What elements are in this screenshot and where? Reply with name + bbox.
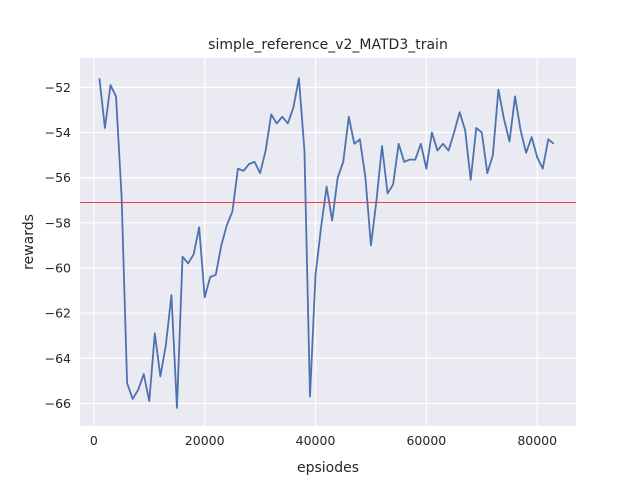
x-tick-label: 60000 (406, 433, 446, 448)
x-tick-label: 40000 (296, 433, 336, 448)
tick-labels: 0 20000 40000 60000 80000 −66 −64 −62 −60 −58 −56 −… (45, 80, 558, 448)
y-tick-label: −66 (45, 396, 71, 411)
x-axis-label: epsiodes (297, 460, 359, 476)
y-tick-label: −64 (45, 351, 71, 366)
y-tick-label: −52 (45, 80, 71, 95)
y-tick-label: −54 (45, 125, 71, 140)
grid (80, 58, 576, 426)
plot-area (80, 58, 576, 426)
y-axis-label: rewards (21, 214, 37, 270)
chart-marks (80, 77, 576, 409)
chart-title: simple_reference_v2_MATD3_train (208, 37, 448, 53)
y-tick-label: −60 (45, 260, 71, 275)
y-tick-label: −56 (45, 170, 71, 185)
x-tick-label: 80000 (517, 433, 557, 448)
y-tick-label: −62 (45, 306, 71, 321)
x-tick-label: 0 (90, 433, 98, 448)
x-tick-label: 20000 (185, 433, 225, 448)
series-line (98, 77, 555, 409)
y-tick-label: −58 (45, 215, 71, 230)
